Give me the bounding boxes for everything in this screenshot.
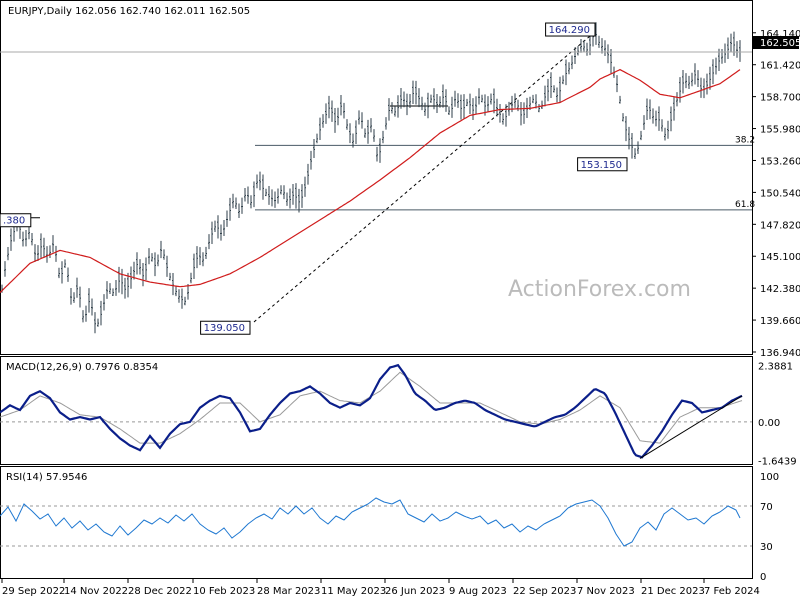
price-layer: 38.2 61.8 164.290 153.150 139.050 .380	[0, 22, 755, 335]
price-annotation-label: 164.290	[549, 25, 590, 36]
x-tick-label: 26 Jun 2023	[385, 586, 445, 597]
watermark: ActionForex.com	[508, 277, 691, 302]
rsi-y-tick-label: 0	[760, 572, 766, 583]
x-tick-label: 10 Feb 2023	[193, 586, 255, 597]
x-tick-label: 21 Dec 2023	[641, 586, 705, 597]
price-panel-title: EURJPY,Daily 162.056 162.740 162.011 162…	[8, 6, 250, 17]
price-annotation-box	[0, 213, 32, 228]
fib-level-label: 61.8	[735, 200, 755, 210]
price-y-tick-label: 164.140	[760, 29, 800, 40]
rsi-panel-frame	[0, 466, 753, 579]
price-annotation-box	[545, 22, 596, 37]
price-annotation-label: 139.050	[204, 323, 245, 334]
price-y-tick-label: 136.940	[760, 348, 800, 359]
rsi-y-tick-label: 100	[760, 472, 779, 483]
macd-trendline	[639, 395, 743, 459]
x-tick-label: 7 Nov 2023	[577, 586, 635, 597]
macd-line	[0, 363, 743, 459]
rsi-y-tick-label: 70	[760, 502, 773, 513]
macd-panel-title: MACD(12,26,9) 0.7976 0.8354	[6, 362, 158, 373]
macd-y-tick-label: 0.00	[758, 418, 780, 429]
rsi-layer	[0, 497, 752, 547]
price-y-tick-label: 161.420	[760, 61, 800, 72]
x-tick-label: 22 Sep 2023	[513, 586, 576, 597]
macd-y-tick-label: -1.6439	[758, 457, 797, 468]
price-trendline	[253, 30, 597, 323]
macd-y-tick-label: 2.3881	[758, 361, 793, 372]
last-price-badge	[753, 36, 799, 49]
x-tick-label: 11 May 2023	[321, 586, 386, 597]
macd-panel-frame	[0, 356, 753, 465]
price-y-tick-label: 155.980	[760, 125, 800, 136]
rsi-line	[0, 497, 741, 547]
moving-average-line	[0, 68, 741, 294]
price-y-tick-label: 153.260	[760, 156, 800, 167]
price-annotation-box	[200, 320, 251, 335]
price-annotation-box	[577, 157, 628, 172]
price-annotation-label: .380	[3, 216, 25, 227]
price-annotation-label: 153.150	[581, 160, 622, 171]
x-tick-label: 14 Nov 2022	[64, 586, 128, 597]
last-price-label: 162.505	[760, 38, 800, 49]
x-tick-label: 28 Dec 2022	[128, 586, 192, 597]
price-y-tick-label: 158.700	[760, 93, 800, 104]
x-tick-label: 29 Sep 2022	[2, 586, 65, 597]
price-y-tick-label: 145.100	[760, 252, 800, 263]
price-y-tick-label: 139.660	[760, 316, 800, 327]
rsi-y-tick-label: 30	[760, 542, 773, 553]
x-tick-label: 9 Aug 2023	[449, 586, 507, 597]
macd-layer	[0, 363, 752, 459]
x-tick-label: 28 Mar 2023	[257, 586, 320, 597]
x-tick-label: 7 Feb 2024	[704, 586, 760, 597]
price-y-tick-label: 142.380	[760, 284, 800, 295]
price-panel-frame	[0, 0, 753, 355]
rsi-panel-title: RSI(14) 57.9546	[6, 472, 87, 483]
price-y-tick-label: 150.540	[760, 188, 800, 199]
axis-layer: 164.140 161.420 158.700 155.980 153.260 150.5…	[1, 29, 800, 597]
price-y-tick-label: 147.820	[760, 220, 800, 231]
fib-level-label: 38.2	[735, 135, 755, 145]
